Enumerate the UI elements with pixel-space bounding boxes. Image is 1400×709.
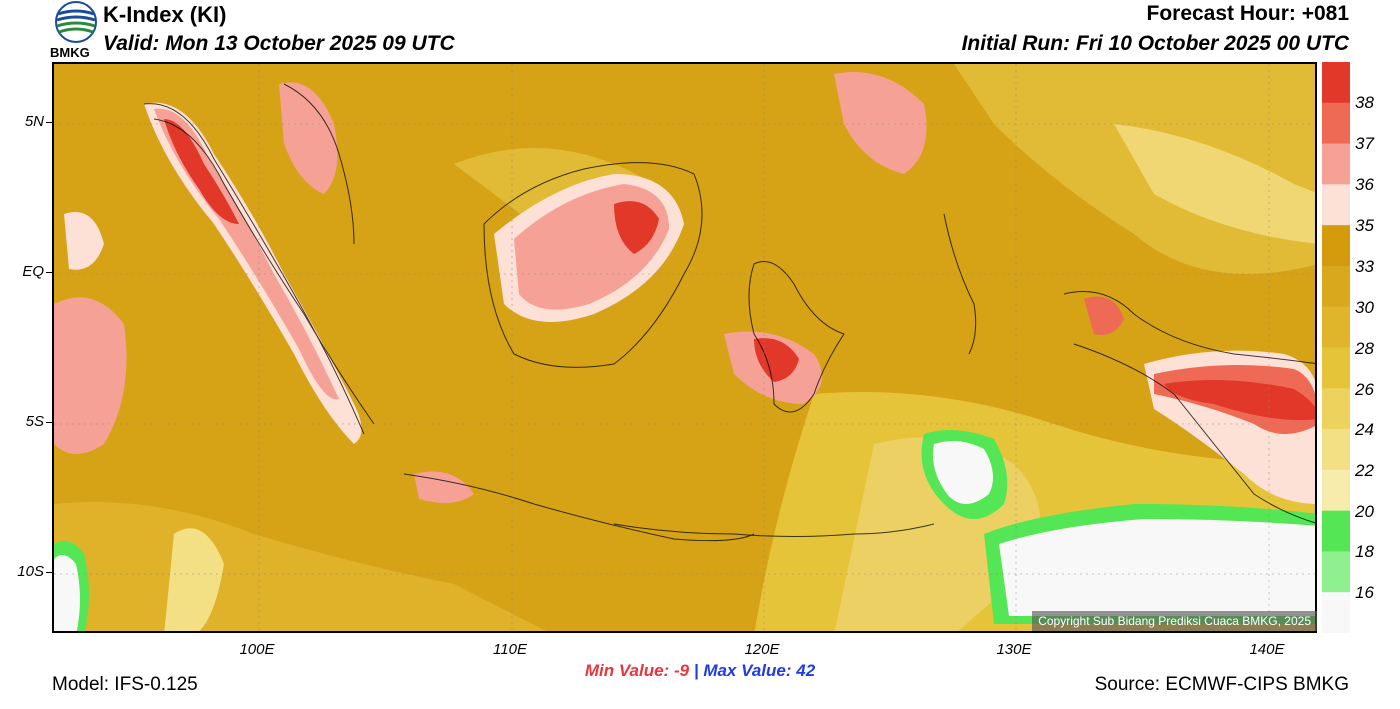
lat-label-5n: 5N (24, 113, 44, 130)
colorbar-label: 22 (1355, 461, 1374, 480)
colorbar-label: 37 (1355, 134, 1374, 153)
colorbar-label: 26 (1355, 380, 1374, 399)
lon-label-100e: 100E (239, 641, 275, 658)
map-field (54, 64, 1315, 631)
min-max-separator: | (693, 661, 699, 680)
colorbar-swatch (1322, 265, 1350, 308)
colorbar (1322, 62, 1350, 634)
colorbar-swatches (1322, 62, 1350, 634)
map-title: K-Index (KI) (103, 2, 227, 27)
colorbar-swatch (1322, 429, 1350, 471)
colorbar-swatch (1322, 347, 1350, 389)
colorbar-label: 33 (1355, 257, 1374, 276)
colorbar-swatch (1322, 62, 1350, 104)
colorbar-swatch (1322, 510, 1350, 552)
lat-label-5s: 5S (25, 413, 44, 430)
lon-label-140e: 140E (1249, 641, 1285, 658)
lon-label-120e: 120E (744, 641, 780, 658)
lat-label-eq: EQ (22, 263, 44, 280)
min-value: -9 (673, 661, 690, 680)
copyright-notice: Copyright Sub Bidang Prediksi Cuaca BMKG… (1032, 611, 1317, 631)
colorbar-label: 28 (1355, 339, 1374, 358)
colorbar-swatch (1322, 551, 1350, 593)
lon-label-130e: 130E (996, 641, 1032, 658)
min-value-label: Min Value: (584, 661, 670, 680)
valid-time: Valid: Mon 13 October 2025 09 UTC (103, 32, 455, 55)
colorbar-swatch (1322, 592, 1350, 634)
lat-tick (46, 572, 52, 573)
lat-tick (46, 422, 52, 423)
colorbar-swatch (1322, 225, 1350, 267)
colorbar-swatch (1322, 388, 1350, 430)
lat-label-10s: 10S (17, 563, 44, 580)
colorbar-label: 30 (1355, 298, 1374, 317)
logo-label: BMKG (50, 45, 90, 60)
lat-tick (46, 122, 52, 123)
colorbar-label: 35 (1355, 216, 1374, 235)
lat-tick (46, 272, 52, 273)
max-value: 42 (796, 661, 816, 680)
colorbar-label: 16 (1355, 583, 1374, 602)
colorbar-swatch (1322, 143, 1350, 185)
forecast-hour: Forecast Hour: +081 (1146, 2, 1350, 25)
k-index-map (52, 62, 1317, 633)
colorbar-label: 36 (1355, 175, 1374, 194)
bmkg-logo-icon (52, 0, 100, 60)
colorbar-label: 24 (1355, 420, 1374, 439)
colorbar-label: 38 (1355, 93, 1374, 112)
model-label: Model: IFS-0.125 (52, 674, 198, 695)
colorbar-label: 18 (1355, 542, 1374, 561)
colorbar-swatch (1322, 469, 1350, 512)
max-value-label: Max Value: (703, 661, 792, 680)
initial-run: Initial Run: Fri 10 October 2025 00 UTC (961, 32, 1349, 55)
min-max-values: Min Value: -9 | Max Value: 42 (0, 661, 1400, 681)
colorbar-swatch (1322, 184, 1350, 226)
colorbar-swatch (1322, 102, 1350, 145)
source-label: Source: ECMWF-CIPS BMKG (1094, 674, 1349, 695)
lon-label-110e: 110E (493, 641, 527, 658)
colorbar-label: 20 (1355, 502, 1374, 521)
colorbar-swatch (1322, 306, 1350, 348)
